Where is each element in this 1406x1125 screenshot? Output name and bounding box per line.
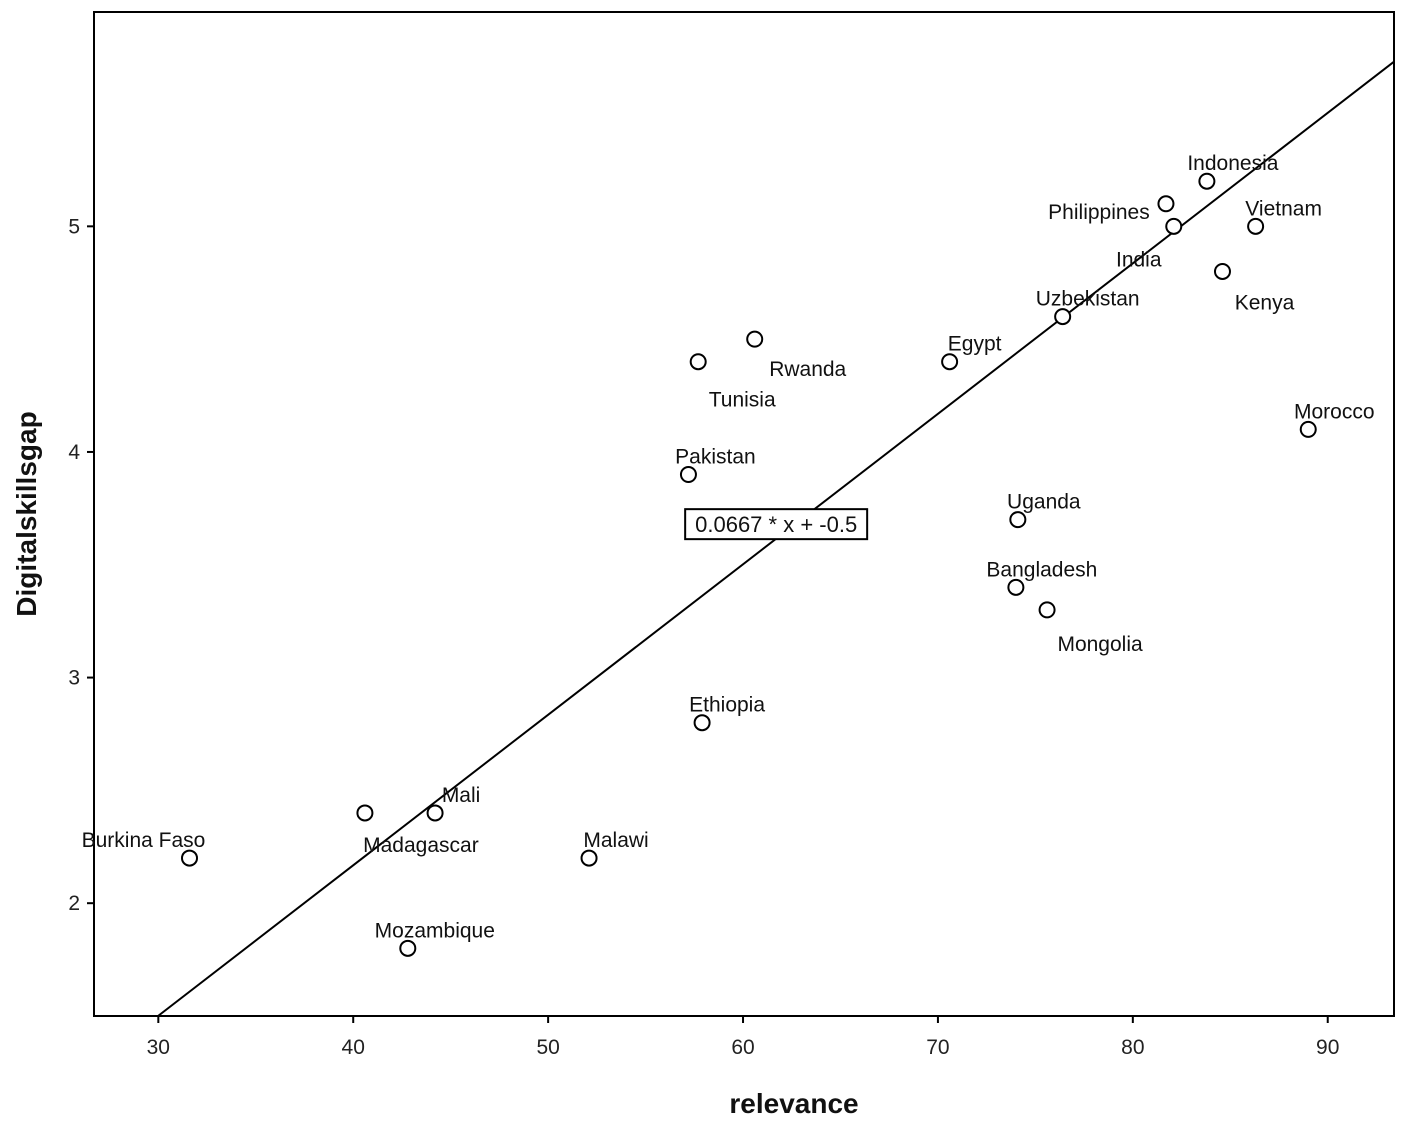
data-point [1007,578,1025,596]
data-point [356,804,374,822]
x-tick-label: 50 [536,1036,559,1059]
fit-equation-label: 0.0667 * x + -0.5 [695,512,857,537]
data-point [1038,601,1056,619]
point-label: Pakistan [675,446,756,469]
x-tick-label: 70 [926,1036,949,1059]
point-label: Madagascar [363,834,479,857]
point-label: Uganda [1007,491,1081,514]
point-label: Mozambique [375,919,495,942]
data-point [693,714,711,732]
data-point [1198,172,1216,190]
data-point [1247,217,1265,235]
point-label: Ethiopia [689,694,765,717]
fit-equation-frame [684,508,869,541]
point-label: Kenya [1235,291,1295,314]
data-point [689,353,707,371]
x-tick-label: 30 [147,1036,170,1059]
y-tick-label: 5 [68,215,80,238]
y-tick-label: 2 [68,892,80,915]
point-label: Tunisia [709,389,776,412]
point-label: Burkina Faso [82,829,206,852]
point-label: Rwanda [769,358,846,381]
fit-equation-box: 0.0667 * x + -0.5 [684,508,869,541]
point-label: Egypt [948,333,1002,356]
point-label: Morocco [1294,400,1375,423]
data-point [426,804,444,822]
x-axis: 30 40 50 60 70 80 90 [147,1016,1339,1059]
data-point [1165,217,1183,235]
data-point [1213,262,1231,280]
point-label: Bangladesh [986,558,1097,581]
y-tick-label: 3 [68,667,80,690]
data-points [181,172,1317,957]
point-labels: Burkina Faso Madagascar Mali Mozambique Mala… [82,152,1375,942]
x-tick-label: 80 [1121,1036,1144,1059]
y-axis-title: Digitalskillsgap [11,411,42,616]
data-point [746,330,764,348]
point-label: Philippines [1048,201,1150,224]
y-axis: 2 3 4 5 [68,215,94,915]
point-label: India [1116,248,1162,271]
point-label: Mongolia [1057,633,1143,656]
point-label: Mali [442,784,481,807]
data-point [1299,420,1317,438]
point-label: Indonesia [1187,152,1278,175]
data-point [181,849,199,867]
point-label: Vietnam [1245,197,1322,220]
data-point [679,466,697,484]
y-tick-label: 4 [68,441,80,464]
x-tick-label: 60 [731,1036,754,1059]
point-label: Malawi [583,829,648,852]
x-axis-title: relevance [729,1088,858,1119]
point-label: Uzbekistan [1036,288,1140,311]
data-point [580,849,598,867]
data-point [941,353,959,371]
x-tick-label: 90 [1316,1036,1339,1059]
data-point [1009,511,1027,529]
data-point [1157,195,1175,213]
data-point [399,939,417,957]
data-point [1054,308,1072,326]
x-tick-label: 40 [342,1036,365,1059]
